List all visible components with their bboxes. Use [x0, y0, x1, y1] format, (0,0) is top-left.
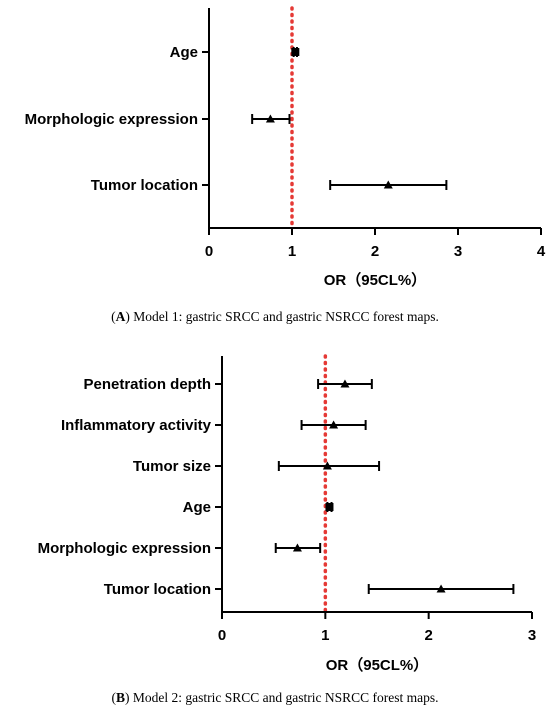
x-axis-title: OR（95CL%）	[324, 271, 427, 289]
row-label: Age	[170, 44, 198, 61]
or-marker-triangle	[322, 461, 332, 470]
x-tick-label: 3	[528, 627, 536, 644]
caption-b: (B) Model 2: gastric SRCC and gastric NS…	[111, 690, 439, 705]
or-marker-triangle	[292, 543, 302, 552]
x-tick-label: 4	[537, 243, 546, 260]
x-tick-label: 2	[371, 243, 379, 260]
panel-a: 0 1 2 3 4 OR（95CL%） Age Morphologic expression T…	[25, 6, 546, 289]
x-tick-label: 0	[218, 627, 226, 644]
row-label: Morphologic expression	[25, 111, 198, 128]
row-label: Tumor location	[91, 177, 198, 194]
x-tick-label: 2	[424, 627, 432, 644]
or-marker-triangle	[340, 379, 350, 388]
row-label: Age	[183, 499, 211, 516]
row-label: Morphologic expression	[38, 540, 211, 557]
row-label: Tumor location	[104, 581, 211, 598]
row-label: Penetration depth	[83, 376, 211, 393]
row-label: Tumor size	[133, 458, 211, 475]
or-marker-triangle	[329, 420, 339, 429]
x-axis-title: OR（95CL%）	[326, 656, 429, 674]
or-marker-triangle	[383, 180, 393, 189]
x-tick-label: 0	[205, 243, 213, 260]
or-marker-square	[325, 503, 334, 511]
row-label: Inflammatory activity	[61, 417, 212, 434]
or-marker-square	[291, 48, 300, 56]
x-tick-label: 1	[288, 243, 296, 260]
caption-a: (A) Model 1: gastric SRCC and gastric NS…	[111, 309, 439, 324]
x-tick-label: 3	[454, 243, 462, 260]
or-marker-triangle	[436, 584, 446, 593]
panel-b: 0 1 2 3 OR（95CL%） Penetration depth Inflammato…	[38, 354, 536, 674]
or-marker-triangle	[265, 114, 275, 123]
x-tick-label: 1	[321, 627, 329, 644]
